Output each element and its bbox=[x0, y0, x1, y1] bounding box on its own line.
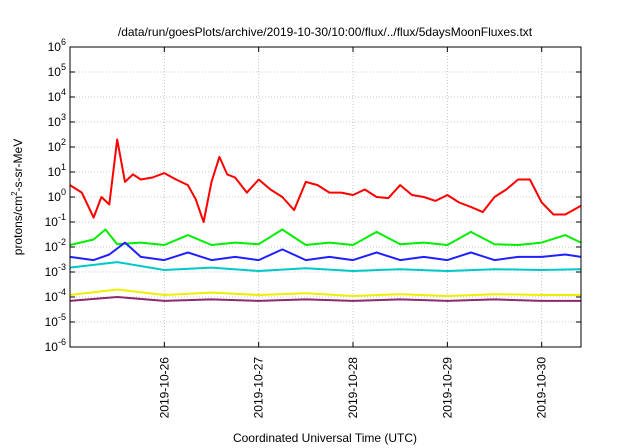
x-tick-label: 2019-10-30 bbox=[535, 357, 549, 419]
y-axis-label-pre: protons/cm bbox=[11, 196, 25, 255]
series-line-3 bbox=[69, 241, 582, 262]
y-axis-label-sup: 2 bbox=[10, 191, 19, 196]
y-tick-label: 103 bbox=[48, 112, 66, 129]
series-line-4 bbox=[69, 261, 582, 272]
y-axis-label: protons/cm2-s-sr-MeV bbox=[10, 139, 25, 255]
x-tick-label: 2019-10-26 bbox=[157, 357, 171, 419]
x-tick-label: 2019-10-29 bbox=[440, 357, 454, 419]
y-axis: 10-6 10-5 10-4 10-3 10-2 10-1 100 101 102 103 104 1… bbox=[45, 37, 581, 354]
x-tick-label: 2019-10-28 bbox=[346, 357, 360, 419]
x-tick-label: 2019-10-27 bbox=[252, 357, 266, 419]
x-axis-label: Coordinated Universal Time (UTC) bbox=[233, 431, 417, 445]
chart-title: /data/run/goesPlots/archive/2019-10-30/1… bbox=[118, 25, 533, 39]
series-line-2 bbox=[69, 228, 582, 246]
y-tick-label: 10-4 bbox=[45, 287, 66, 304]
y-tick-label: 101 bbox=[48, 162, 66, 179]
y-tick-label: 10-1 bbox=[45, 212, 66, 229]
y-tick-label: 106 bbox=[48, 37, 66, 54]
series-group bbox=[69, 138, 582, 302]
series-line-6 bbox=[69, 296, 581, 302]
y-tick-label: 10-3 bbox=[45, 262, 66, 279]
y-tick-label: 10-5 bbox=[45, 312, 66, 329]
y-axis-label-post: -s-sr-MeV bbox=[11, 139, 25, 192]
grid bbox=[70, 47, 581, 347]
x-axis: 2019-10-26 2019-10-27 2019-10-28 2019-10-29… bbox=[157, 47, 549, 419]
y-tick-label: 104 bbox=[48, 87, 66, 104]
y-tick-label: 10-2 bbox=[45, 237, 66, 254]
series-line-5 bbox=[69, 288, 581, 297]
y-tick-label: 100 bbox=[48, 187, 66, 204]
y-tick-label: 102 bbox=[48, 137, 66, 154]
y-tick-label: 105 bbox=[48, 62, 66, 79]
series-line-1 bbox=[69, 138, 582, 223]
y-tick-label: 10-6 bbox=[45, 337, 66, 354]
